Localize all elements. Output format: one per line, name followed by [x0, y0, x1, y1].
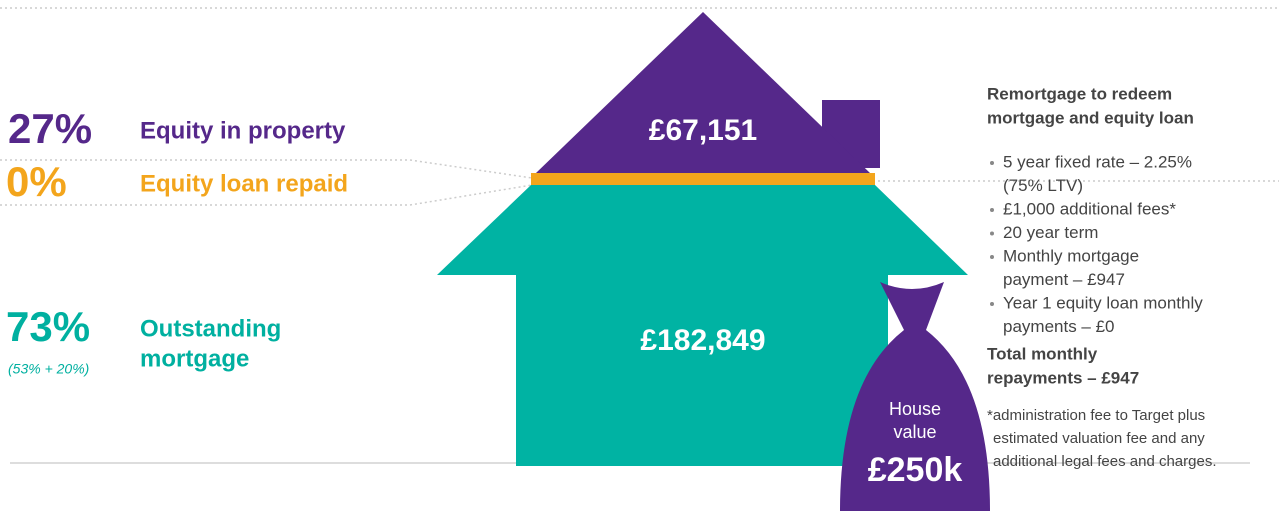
bag-label: value: [893, 422, 936, 442]
house-body: [437, 185, 968, 466]
guide-lines: [0, 159, 1279, 206]
mortgage-percent: 73%: [6, 303, 90, 350]
item-text: Year 1 equity loan monthly: [1003, 293, 1203, 312]
total: repayments – £947: [987, 368, 1139, 387]
item-text: 5 year fixed rate – 2.25%: [1003, 152, 1192, 171]
repaid-label: Equity loan repaid: [140, 170, 348, 197]
roof: [536, 12, 870, 173]
bullet: [990, 231, 994, 236]
repaid-band: [531, 173, 875, 185]
mortgage-label: Outstanding: [140, 315, 281, 342]
mortgage-label: mortgage: [140, 345, 249, 372]
money-bag: [840, 282, 990, 511]
right-title: mortgage and equity loan: [987, 108, 1194, 127]
roof-value: £67,151: [649, 114, 757, 147]
bullet: [990, 255, 994, 259]
bullet: [990, 161, 994, 165]
item-text: Monthly mortgage: [1003, 246, 1139, 265]
bullet: [990, 208, 994, 212]
mortgage-note: (53% + 20%): [8, 361, 89, 377]
item-text: payments – £0: [1003, 317, 1115, 336]
footnote: additional legal fees and charges.: [993, 453, 1217, 470]
equity-label: Equity in property: [140, 117, 346, 144]
item-list: 5 year fixed rate – 2.25% (75% LTV) £1,000…: [990, 152, 1203, 336]
bag-value: £250k: [868, 451, 963, 489]
bullet: [990, 302, 994, 306]
footnote: *administration fee to Target plus: [987, 407, 1205, 424]
item-text: payment – £947: [1003, 270, 1125, 289]
equity-percent: 27%: [8, 105, 92, 152]
body-value: £182,849: [640, 324, 765, 357]
bag-label: House: [889, 399, 941, 419]
repaid-percent: 0%: [6, 158, 67, 205]
total: Total monthly: [987, 344, 1098, 363]
item-text: (75% LTV): [1003, 176, 1083, 195]
item-text: £1,000 additional fees*: [1003, 199, 1176, 218]
footnote: estimated valuation fee and any: [993, 430, 1205, 447]
item-text: 20 year term: [1003, 223, 1098, 242]
right-title: Remortgage to redeem: [987, 84, 1172, 103]
